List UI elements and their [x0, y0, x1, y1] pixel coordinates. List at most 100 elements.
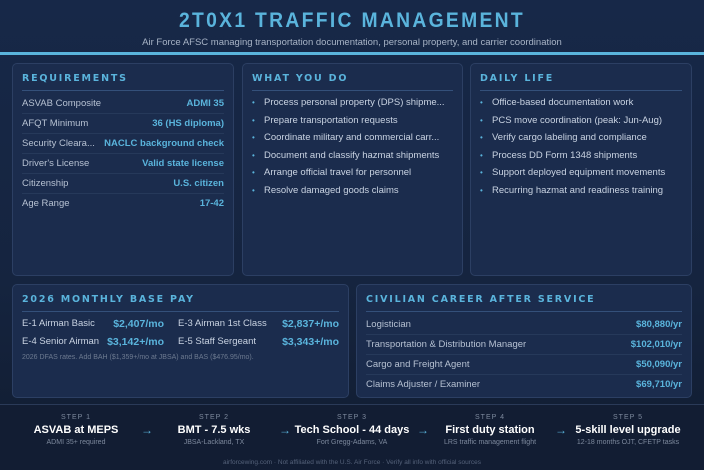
bullet-icon: •	[480, 133, 483, 142]
step-label: STEP 2	[199, 414, 229, 421]
row-label: AFQT Minimum	[22, 118, 89, 129]
row-label: E-1 Airman Basic	[22, 318, 95, 329]
list-item-text: Verify cargo labeling and compliance	[492, 132, 647, 143]
info-row: E-3 Airman 1st Class $2,837+/mo	[178, 315, 339, 333]
row-label: Claims Adjuster / Examiner	[366, 379, 481, 390]
list-item-text: Office-based documentation work	[492, 97, 634, 108]
info-row: ASVAB Composite ADMI 35	[22, 94, 224, 114]
card-title: 2026 MONTHLY BASE PAY	[22, 294, 339, 312]
info-row: Age Range 17-42	[22, 194, 224, 213]
list-item-text: Document and classify hazmat shipments	[264, 149, 440, 161]
row-label: Security Cleara...	[22, 138, 95, 149]
step-description: JBSA-Lackland, TX	[183, 439, 245, 446]
list-item: • Verify cargo labeling and compliance	[480, 129, 682, 147]
card-title: CIVILIAN CAREER AFTER SERVICE	[366, 294, 682, 312]
info-row: E-4 Senior Airman $3,142+/mo	[22, 333, 164, 351]
pay-note: 2026 DFAS rates. Add BAH ($1,359+/mo at …	[22, 354, 254, 361]
arrow-right-icon: →	[141, 423, 153, 437]
info-row: Transportation & Distribution Manager $10…	[366, 335, 682, 355]
list-item-text: Arrange official travel for personnel	[264, 167, 412, 178]
list-item-text: PCS move coordination (peak: Jun-Aug)	[492, 114, 663, 126]
row-label: Driver's License	[22, 158, 90, 169]
footer: airforcewing.com · Not affiliated with t…	[222, 459, 482, 466]
row-value: 36 (HS diploma)	[152, 118, 224, 129]
bullet-icon: •	[252, 98, 255, 107]
row-value: $3,142+/mo	[107, 336, 164, 348]
bullet-icon: •	[252, 150, 255, 160]
bullet-icon: •	[252, 168, 255, 177]
row-label: Transportation & Distribution Manager	[366, 339, 527, 350]
bullet-icon: •	[480, 98, 483, 107]
civilian-career-card: CIVILIAN CAREER AFTER SERVICE Logisticia…	[356, 284, 692, 398]
row-value: NACLC background check	[104, 138, 224, 149]
bullet-icon: •	[480, 185, 483, 195]
list-item: • Support deployed equipment movements	[480, 164, 682, 182]
step-label: STEP 5	[613, 414, 643, 421]
step-description: Fort Gregg-Adams, VA	[316, 439, 388, 446]
step-label: STEP 4	[475, 414, 505, 421]
step-3: STEP 3 Tech School - 44 days Fort Gregg-Ad…	[287, 414, 417, 446]
card-title: REQUIREMENTS	[22, 73, 224, 91]
list-item: • Prepare transportation requests	[252, 112, 453, 130]
career-path-steps: STEP 1 ASVAB at MEPS ADMI 35+ required → STE…	[0, 404, 704, 470]
list-item: • Process DD Form 1348 shipments	[480, 147, 682, 165]
list-item-text: Prepare transportation requests	[264, 114, 398, 126]
row-label: E-4 Senior Airman	[22, 336, 100, 347]
page-title: 2T0X1 TRAFFIC MANAGEMENT	[178, 9, 526, 32]
arrow-right-icon: →	[417, 423, 429, 437]
step-2: STEP 2 BMT - 7.5 wks JBSA-Lackland, TX	[149, 414, 279, 446]
requirements-card: REQUIREMENTS ASVAB Composite ADMI 35 AFQT …	[12, 63, 234, 276]
list-item: • Process personal property (DPS) shipme.…	[252, 94, 453, 112]
row-value: 17-42	[199, 198, 224, 209]
list-item-text: Process personal property (DPS) shipme..…	[264, 97, 445, 108]
row-value: U.S. citizen	[173, 178, 224, 189]
bullet-icon: •	[480, 150, 483, 160]
info-row: Cargo and Freight Agent $50,090/yr	[366, 355, 682, 375]
step-1: STEP 1 ASVAB at MEPS ADMI 35+ required	[11, 414, 141, 446]
list-item-text: Recurring hazmat and readiness training	[492, 184, 664, 196]
list-item: • Coordinate military and commercial carr…	[252, 129, 453, 147]
row-value: $69,710/yr	[636, 379, 682, 390]
bullet-icon: •	[480, 115, 483, 125]
row-value: $3,343+/mo	[282, 336, 339, 348]
row-value: $50,090/yr	[636, 359, 682, 370]
row-label: Age Range	[22, 198, 70, 209]
step-4: STEP 4 First duty station LRS traffic mana…	[425, 414, 555, 446]
base-pay-card: 2026 MONTHLY BASE PAY E-1 Airman Basic $2…	[12, 284, 349, 398]
info-row: Citizenship U.S. citizen	[22, 174, 224, 194]
header-divider	[0, 52, 704, 55]
list-item-text: Process DD Form 1348 shipments	[492, 149, 638, 161]
bullet-icon: •	[252, 133, 255, 142]
list-item: • Document and classify hazmat shipments	[252, 147, 453, 165]
card-title: DAILY LIFE	[480, 73, 682, 91]
step-title: 5-skill level upgrade	[575, 424, 681, 436]
header: 2T0X1 TRAFFIC MANAGEMENT Air Force AFSC …	[0, 0, 704, 52]
list-item: • Arrange official travel for personnel	[252, 164, 453, 182]
daily-life-card: DAILY LIFE • Office-based documentation w…	[470, 63, 692, 276]
step-title: First duty station	[445, 424, 535, 436]
info-row: AFQT Minimum 36 (HS diploma)	[22, 114, 224, 134]
list-item-text: Support deployed equipment movements	[492, 167, 666, 178]
bullet-icon: •	[252, 115, 255, 125]
list-item: • PCS move coordination (peak: Jun-Aug)	[480, 112, 682, 130]
bullet-icon: •	[252, 185, 255, 195]
row-value: ADMI 35	[186, 98, 224, 109]
row-value: $102,010/yr	[630, 339, 682, 350]
arrow-right-icon: →	[555, 423, 567, 437]
arrow-right-icon: →	[279, 423, 291, 437]
step-description: 12-18 months OJT, CFETP tasks	[576, 439, 680, 446]
step-label: STEP 1	[61, 414, 91, 421]
card-title: WHAT YOU DO	[252, 73, 453, 91]
list-item-text: Coordinate military and commercial carr.…	[264, 132, 440, 143]
info-row: Logistician $80,880/yr	[366, 315, 682, 335]
list-item: • Recurring hazmat and readiness training	[480, 182, 682, 200]
info-row: E-1 Airman Basic $2,407/mo	[22, 315, 164, 333]
row-label: ASVAB Composite	[22, 98, 102, 109]
step-label: STEP 3	[337, 414, 367, 421]
step-5: STEP 5 5-skill level upgrade 12-18 months …	[563, 414, 693, 446]
info-row: Driver's License Valid state license	[22, 154, 224, 174]
bullet-icon: •	[480, 168, 483, 177]
info-row: E-5 Staff Sergeant $3,343+/mo	[178, 333, 339, 351]
row-label: E-5 Staff Sergeant	[178, 336, 256, 347]
step-title: ASVAB at MEPS	[33, 424, 119, 436]
